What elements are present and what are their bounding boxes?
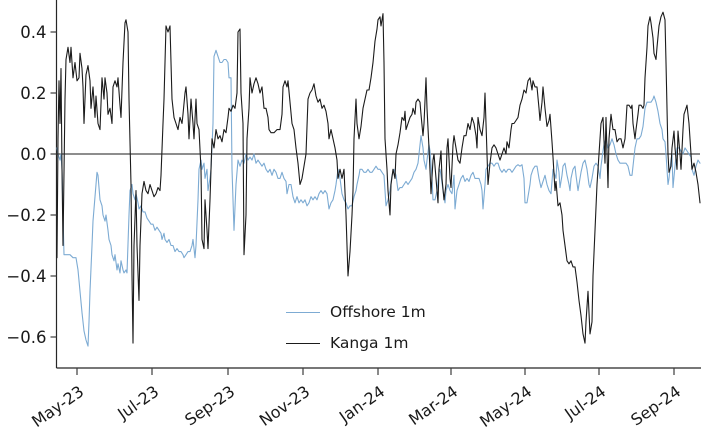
x-tick-label: Jan-24 bbox=[335, 382, 388, 427]
x-tick-label: Mar-24 bbox=[405, 382, 461, 429]
legend: Offshore 1m Kanga 1m bbox=[286, 297, 426, 359]
x-tick-label: Nov-23 bbox=[256, 382, 314, 430]
legend-label-offshore: Offshore 1m bbox=[330, 302, 426, 321]
legend-item-kanga: Kanga 1m bbox=[286, 328, 426, 359]
series-line-offshore-1m bbox=[56, 49, 701, 347]
y-tick-label: −0.6 bbox=[6, 328, 46, 347]
y-tick-label: 0.4 bbox=[20, 23, 46, 42]
y-tick-label: −0.2 bbox=[6, 206, 46, 225]
x-tick-label: May-23 bbox=[28, 382, 87, 431]
y-tick-label: 0.2 bbox=[20, 84, 46, 103]
x-tick-label: Sep-24 bbox=[627, 382, 684, 430]
series-line-kanga-1m bbox=[56, 11, 701, 344]
offshore-line-sample bbox=[286, 312, 320, 313]
kanga-line-sample bbox=[286, 343, 320, 344]
y-tick-label: 0.0 bbox=[20, 145, 46, 164]
x-tick-label: May-24 bbox=[476, 382, 535, 431]
legend-label-kanga: Kanga 1m bbox=[330, 333, 409, 352]
x-tick-label: Sep-23 bbox=[181, 382, 238, 430]
x-tick-label: Jul-24 bbox=[560, 382, 609, 424]
x-tick-label: Jul-23 bbox=[113, 382, 162, 424]
y-tick-label: −0.4 bbox=[6, 267, 46, 286]
legend-item-offshore: Offshore 1m bbox=[286, 297, 426, 328]
